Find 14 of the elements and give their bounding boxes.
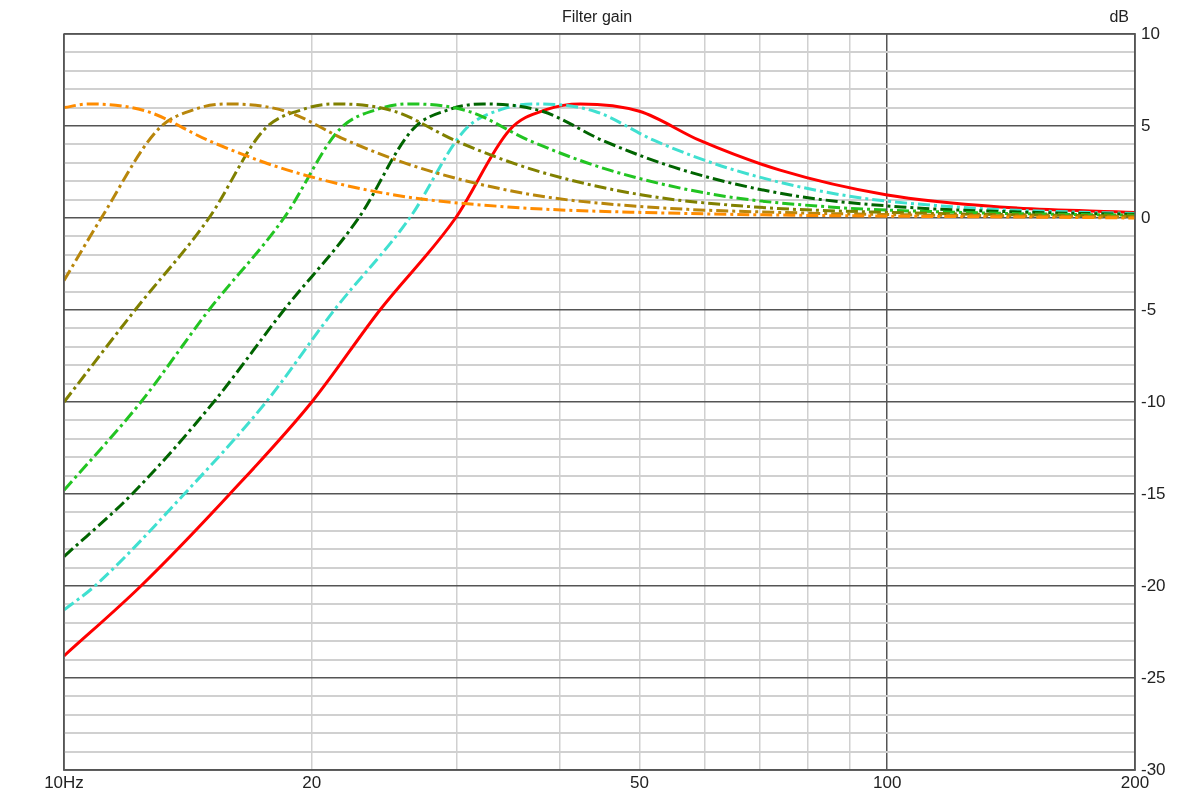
y-tick-label: -10 xyxy=(1141,391,1166,411)
y-tick-label: 5 xyxy=(1141,115,1151,135)
y-tick-label: -25 xyxy=(1141,667,1166,687)
x-tick-label: 10Hz xyxy=(44,772,84,792)
chart-title: Filter gain xyxy=(561,8,633,26)
y-tick-label: -5 xyxy=(1141,299,1157,319)
x-tick-label: 100 xyxy=(873,772,902,792)
y-tick-label: -20 xyxy=(1141,575,1166,595)
y-axis-title: dB xyxy=(1109,8,1129,26)
y-tick-label: -15 xyxy=(1141,483,1166,503)
x-tick-label: 50 xyxy=(629,772,649,792)
y-tick-label: 0 xyxy=(1141,207,1151,227)
x-tick-label: 20 xyxy=(302,772,322,792)
y-tick-label: 10 xyxy=(1141,23,1160,43)
